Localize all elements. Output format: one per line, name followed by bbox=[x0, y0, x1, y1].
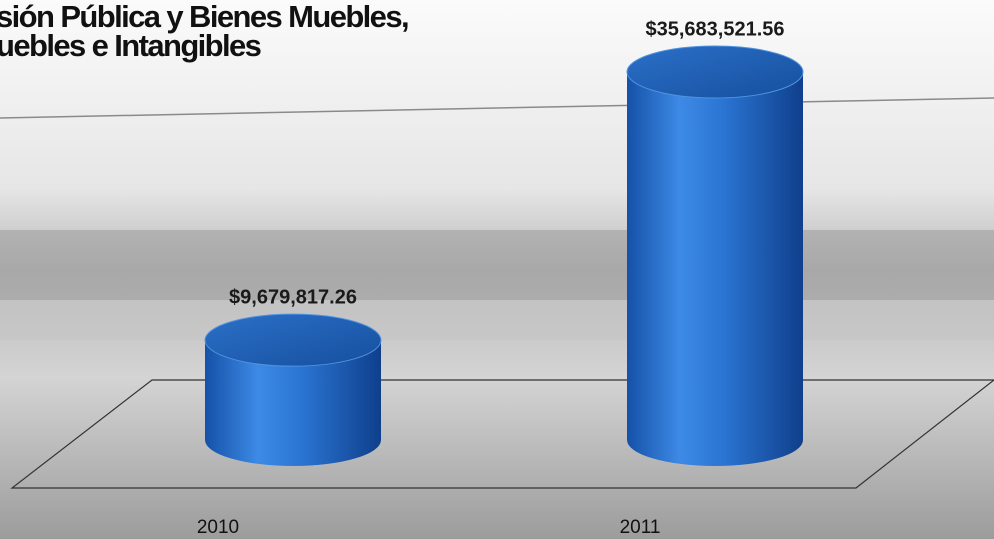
x-tick-label: 2010 bbox=[197, 517, 239, 538]
chart-title: uebles e Intangibles bbox=[0, 28, 261, 63]
cylinder-body bbox=[205, 340, 381, 466]
cylinder-top bbox=[204, 313, 382, 367]
cylinder bbox=[626, 45, 804, 466]
background-band bbox=[0, 300, 994, 340]
cylinder-body bbox=[627, 72, 803, 466]
cylinder bbox=[204, 313, 382, 466]
background-bridge bbox=[0, 230, 994, 300]
cylinder-top bbox=[626, 45, 804, 99]
floor bbox=[10, 379, 994, 489]
value-label: $9,679,817.26 bbox=[229, 286, 357, 308]
chart-title: sión Pública y Bienes Muebles, bbox=[0, 0, 408, 34]
value-label: $35,683,521.56 bbox=[645, 18, 784, 40]
background-line bbox=[0, 97, 994, 119]
x-tick-label: 2011 bbox=[620, 517, 661, 538]
